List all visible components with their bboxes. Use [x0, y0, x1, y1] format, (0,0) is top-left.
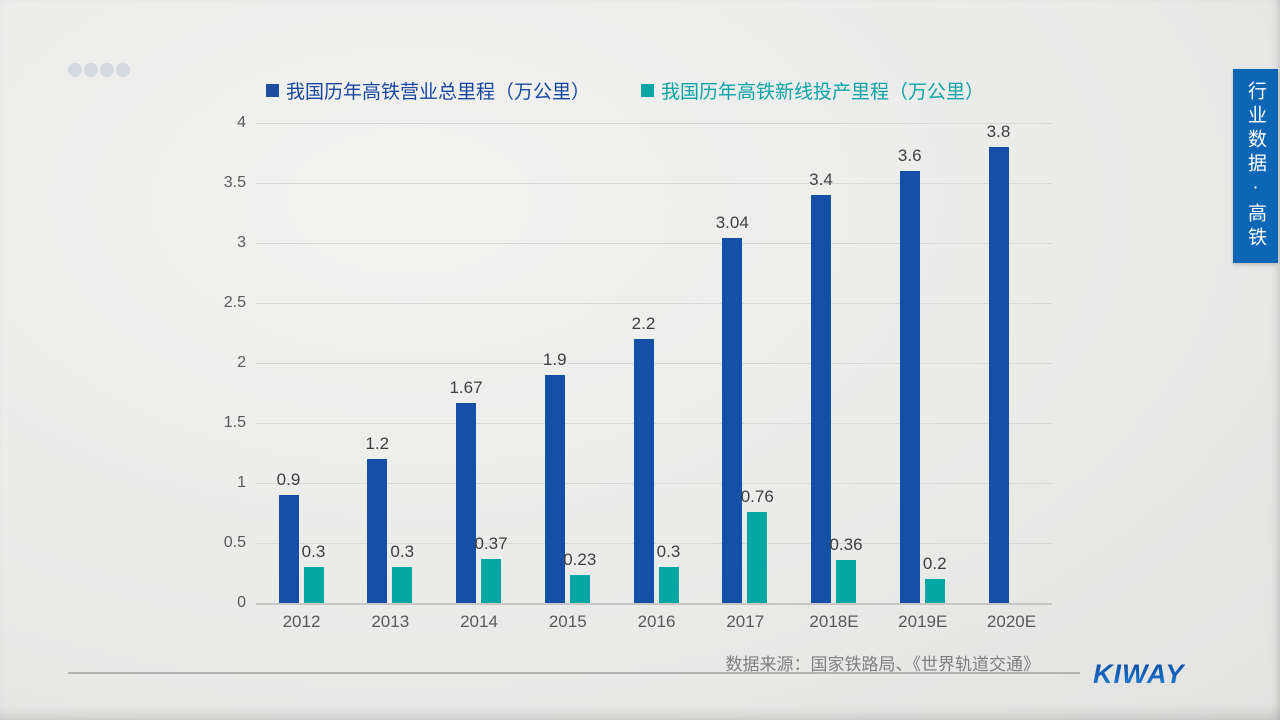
series-0-bar — [988, 147, 1009, 603]
bar-value-label: 3.6 — [897, 146, 922, 165]
bar-value-label: 3.8 — [986, 122, 1011, 141]
x-axis-label: 2016 — [637, 612, 676, 631]
y-axis-tick-label: 0 — [237, 594, 246, 611]
bar-value-label: 3.04 — [715, 213, 749, 232]
series-1-bar — [658, 567, 679, 603]
legend-swatch-teal-icon — [641, 84, 654, 97]
gridline — [256, 483, 1052, 484]
industry-side-tab-label: 行业数据·高铁 — [1245, 81, 1266, 251]
x-axis-label: 2017 — [726, 612, 765, 631]
pagination-dots — [68, 63, 130, 77]
dot-icon — [84, 63, 98, 77]
y-axis-tick-label: 1 — [237, 474, 246, 491]
bar-value-label: 1.9 — [542, 350, 567, 369]
y-axis-tick-label: 4 — [237, 114, 246, 131]
series-0-bar — [367, 459, 388, 603]
gridline — [256, 423, 1052, 424]
gridline — [256, 363, 1052, 364]
y-axis-tick-label: 3 — [237, 234, 246, 251]
legend-label-total-mileage: 我国历年高铁营业总里程（万公里） — [286, 82, 591, 103]
x-axis-label: 2014 — [460, 612, 498, 631]
series-1-bar — [481, 559, 501, 603]
legend-swatch-blue-icon — [266, 84, 279, 97]
series-0-bar — [633, 339, 654, 603]
series-1-bar — [924, 579, 945, 603]
x-axis-label: 2020E — [986, 612, 1037, 631]
legend-item-total-mileage: 我国历年高铁营业总里程（万公里） — [266, 77, 590, 104]
data-source-text: 数据来源：国家铁路局、《世界轨道交通》 — [725, 655, 1041, 674]
bar-value-label: 0.23 — [563, 550, 597, 569]
dot-icon — [100, 63, 114, 77]
bar-value-label: 0.36 — [829, 535, 863, 554]
kiway-logo: KIWAY — [1093, 659, 1185, 689]
series-1-bar — [392, 567, 413, 603]
bar-value-label: 0.3 — [656, 542, 681, 561]
dot-icon — [116, 63, 130, 77]
x-axis-label: 2019E — [898, 612, 948, 631]
series-0-bar — [811, 195, 831, 603]
series-0-bar — [456, 403, 476, 603]
y-axis-tick-label: 1.5 — [223, 414, 246, 431]
x-axis-label: 2015 — [548, 612, 587, 631]
y-axis-tick-label: 3.5 — [223, 174, 246, 191]
series-1-bar — [747, 512, 768, 603]
gridline — [256, 303, 1052, 304]
legend-item-new-line-mileage: 我国历年高铁新线投产里程（万公里） — [641, 77, 984, 104]
series-1-bar — [569, 575, 590, 603]
bar-value-label: 0.3 — [390, 542, 415, 561]
bar-value-label: 2.2 — [631, 314, 656, 333]
footer-divider — [68, 672, 1080, 674]
y-axis-tick-label: 2 — [237, 354, 246, 371]
series-1-bar — [303, 567, 324, 603]
bar-value-label: 3.4 — [809, 170, 833, 189]
x-axis-line — [256, 603, 1052, 605]
y-axis-tick-label: 2.5 — [223, 294, 246, 311]
industry-side-tab: 行业数据·高铁 — [1233, 69, 1278, 263]
y-axis-tick-label: 0.5 — [223, 534, 246, 551]
gridline — [256, 183, 1052, 184]
dot-icon — [68, 63, 82, 77]
x-axis-label: 2012 — [282, 612, 321, 631]
gridline — [256, 543, 1052, 544]
bar-value-label: 0.9 — [276, 470, 301, 489]
x-axis-label: 2018E — [809, 612, 859, 631]
series-0-bar — [544, 375, 565, 603]
gridline — [256, 243, 1052, 244]
bar-value-label: 0.2 — [922, 554, 947, 573]
bar-value-label: 0.37 — [474, 534, 508, 553]
series-0-bar — [722, 238, 743, 603]
legend-label-new-line-mileage: 我国历年高铁新线投产里程（万公里） — [661, 82, 985, 103]
series-0-bar — [278, 495, 299, 603]
bar-value-label: 1.2 — [365, 434, 390, 453]
bar-value-label: 0.3 — [301, 542, 326, 561]
series-0-bar — [899, 171, 920, 603]
bar-value-label: 0.76 — [740, 487, 774, 506]
gridline — [256, 123, 1052, 124]
x-axis-label: 2013 — [371, 612, 410, 631]
series-1-bar — [836, 560, 856, 603]
bar-value-label: 1.67 — [449, 378, 483, 397]
